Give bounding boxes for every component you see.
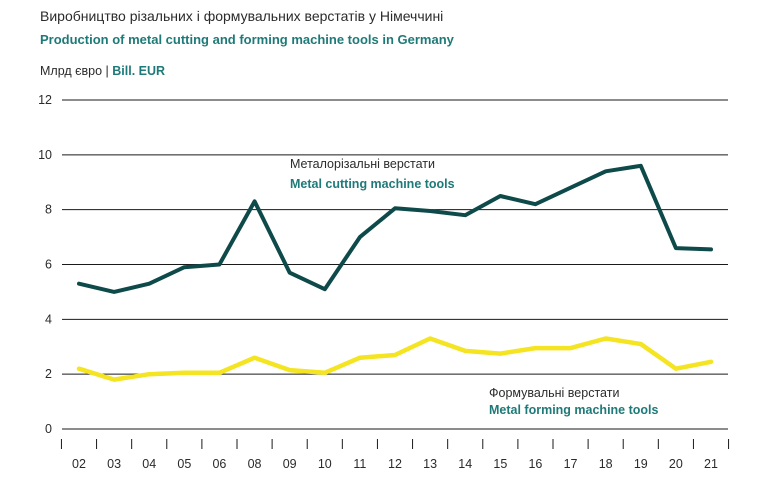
y-unit-separator: | xyxy=(105,64,109,78)
x-tick-label: 05 xyxy=(177,457,191,471)
forming-series-line xyxy=(76,336,714,382)
y-unit-en: Bill. EUR xyxy=(112,64,166,78)
x-tick-label: 21 xyxy=(704,457,718,471)
y-tick-label: 4 xyxy=(45,312,52,326)
forming-series-label-uk: Формувальні верстати xyxy=(489,386,619,400)
x-tick-label: 04 xyxy=(142,457,156,471)
x-tick-labels: 02 03 04 05 06 08 09 10 11 12 13 14 15 16 17 18 19 20 21 xyxy=(60,439,730,471)
x-tick-label: 09 xyxy=(283,457,297,471)
y-tick-label: 10 xyxy=(38,148,52,162)
x-tick-label: 12 xyxy=(388,457,402,471)
cutting-series-label-uk: Металорізальні верстати xyxy=(290,157,435,171)
grid-lines xyxy=(62,99,728,430)
y-tick-label: 6 xyxy=(45,258,52,272)
x-tick-label: 03 xyxy=(107,457,121,471)
x-tick-label: 13 xyxy=(423,457,437,471)
x-tick-label: 18 xyxy=(599,457,613,471)
x-tick-label: 19 xyxy=(634,457,648,471)
y-unit-uk: Млрд євро xyxy=(40,64,103,78)
cutting-series-line xyxy=(77,163,713,294)
x-tick-label: 06 xyxy=(212,457,226,471)
chart-title: Виробництво різальних і формувальних вер… xyxy=(40,8,444,24)
x-tick-label: 17 xyxy=(564,457,578,471)
cutting-series-label-en: Metal cutting machine tools xyxy=(290,177,455,191)
x-tick-label: 08 xyxy=(248,457,262,471)
x-tick-label: 20 xyxy=(669,457,683,471)
y-tick-labels: 0 2 4 6 8 10 12 xyxy=(38,93,52,436)
series-lines xyxy=(76,163,714,382)
x-tick-label: 10 xyxy=(318,457,332,471)
x-tick-label: 11 xyxy=(353,457,366,471)
series-labels: Металорізальні верстати Metal cutting ma… xyxy=(290,157,659,417)
x-tick-label: 02 xyxy=(72,457,86,471)
y-tick-label: 2 xyxy=(45,367,52,381)
x-tick-label: 16 xyxy=(528,457,542,471)
forming-series-label-en: Metal forming machine tools xyxy=(489,403,659,417)
x-tick-label: 14 xyxy=(458,457,472,471)
chart-subtitle: Production of metal cutting and forming … xyxy=(40,32,454,47)
y-tick-label: 8 xyxy=(45,203,52,217)
x-tick-label: 15 xyxy=(493,457,507,471)
y-axis-unit-label: Млрд євро | Bill. EUR xyxy=(40,64,165,78)
y-tick-label: 0 xyxy=(45,422,52,436)
y-tick-label: 12 xyxy=(38,93,52,107)
